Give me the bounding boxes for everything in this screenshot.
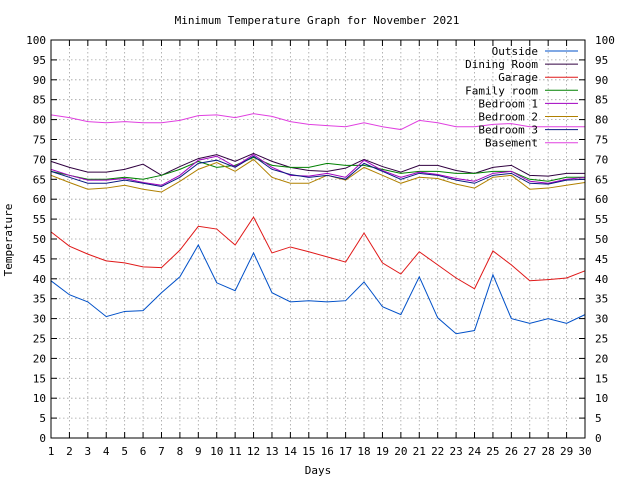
- x-tick-label: 7: [158, 445, 165, 458]
- y-tick-label: 0: [39, 432, 46, 445]
- series-lines: [50, 113, 586, 335]
- y-tick-label-right: 50: [595, 233, 608, 246]
- y-tick-label-right: 55: [595, 213, 608, 226]
- series-line-dining-room: [50, 152, 585, 177]
- y-tick-label: 50: [33, 233, 46, 246]
- y-tick-label-right: 35: [595, 293, 608, 306]
- y-tick-label-right: 5: [595, 412, 602, 425]
- series-line-bedroom-2: [50, 158, 586, 193]
- y-tick-label: 60: [33, 193, 46, 206]
- legend-label: Basement: [485, 137, 538, 150]
- x-tick-label: 12: [247, 445, 260, 458]
- y-tick-label-right: 95: [595, 54, 608, 67]
- x-tick-label: 4: [103, 445, 110, 458]
- y-tick-label: 10: [33, 392, 46, 405]
- y-tick-label: 85: [33, 94, 46, 107]
- legend-label: Family room: [465, 84, 538, 97]
- x-tick-label: 1: [48, 445, 55, 458]
- x-tick-label: 19: [376, 445, 389, 458]
- legend-label: Dining Room: [465, 58, 538, 71]
- y-tick-label-right: 60: [595, 193, 608, 206]
- y-tick-label-right: 20: [595, 352, 608, 365]
- x-tick-label: 10: [210, 445, 223, 458]
- grid: [51, 40, 585, 438]
- y-tick-label-right: 70: [595, 153, 608, 166]
- y-axis-label: Temperature: [2, 204, 15, 277]
- x-tick-label: 25: [486, 445, 499, 458]
- y-tick-label: 70: [33, 153, 46, 166]
- y-tick-label-right: 10: [595, 392, 608, 405]
- x-tick-label: 29: [560, 445, 573, 458]
- legend-label: Bedroom 2: [478, 111, 538, 124]
- y-tick-label: 25: [33, 333, 46, 346]
- y-tick-label-right: 0: [595, 432, 602, 445]
- legend-label: Outside: [492, 45, 538, 58]
- legend-label: Bedroom 1: [478, 97, 538, 110]
- y-tick-label: 5: [39, 412, 46, 425]
- y-tick-label-right: 90: [595, 74, 608, 87]
- x-tick-label: 3: [85, 445, 92, 458]
- x-tick-label: 20: [394, 445, 407, 458]
- x-tick-label: 30: [578, 445, 591, 458]
- x-tick-label: 16: [321, 445, 334, 458]
- x-tick-label: 13: [265, 445, 278, 458]
- y-tick-label: 90: [33, 74, 46, 87]
- x-tick-label: 21: [413, 445, 426, 458]
- y-tick-label-right: 80: [595, 114, 608, 127]
- x-tick-label: 17: [339, 445, 352, 458]
- y-tick-label: 55: [33, 213, 46, 226]
- x-tick-label: 15: [302, 445, 315, 458]
- legend-label: Bedroom 3: [478, 124, 538, 137]
- y-tick-label: 40: [33, 273, 46, 286]
- y-tick-label-right: 30: [595, 313, 608, 326]
- x-tick-label: 26: [505, 445, 518, 458]
- y-tick-label-right: 40: [595, 273, 608, 286]
- x-tick-label: 2: [66, 445, 73, 458]
- y-tick-label-right: 25: [595, 333, 608, 346]
- series-line-bedroom-3: [50, 155, 586, 187]
- x-tick-label: 18: [357, 445, 370, 458]
- plot-frame: [50, 39, 586, 439]
- y-tick-label: 35: [33, 293, 46, 306]
- y-tick-label-right: 75: [595, 134, 608, 147]
- y-tick-label-right: 100: [595, 34, 615, 47]
- x-tick-label: 14: [284, 445, 298, 458]
- x-tick-label: 22: [431, 445, 444, 458]
- y-tick-label-right: 65: [595, 173, 608, 186]
- x-tick-label: 9: [195, 445, 202, 458]
- y-tick-label: 15: [33, 372, 46, 385]
- y-tick-label-right: 85: [595, 94, 608, 107]
- y-tick-label: 80: [33, 114, 46, 127]
- x-tick-label: 6: [140, 445, 147, 458]
- x-tick-label: 24: [468, 445, 482, 458]
- series-line-bedroom-1: [50, 154, 586, 186]
- series-line-garage: [50, 216, 586, 290]
- y-tick-label: 75: [33, 134, 46, 147]
- x-tick-label: 23: [449, 445, 462, 458]
- x-tick-label: 11: [229, 445, 242, 458]
- x-tick-label: 5: [121, 445, 128, 458]
- y-tick-label: 65: [33, 173, 46, 186]
- x-tick-label: 28: [542, 445, 555, 458]
- series-line-basement: [50, 113, 585, 131]
- x-axis-label: Days: [305, 464, 332, 477]
- legend-label: Garage: [498, 71, 538, 84]
- series-line-family-room: [50, 156, 585, 182]
- y-tick-label-right: 15: [595, 372, 608, 385]
- chart-title: Minimum Temperature Graph for November 2…: [175, 14, 460, 27]
- series-line-outside: [50, 243, 586, 335]
- y-tick-label: 45: [33, 253, 46, 266]
- y-tick-label: 20: [33, 352, 46, 365]
- y-tick-label: 30: [33, 313, 46, 326]
- y-tick-label: 95: [33, 54, 46, 67]
- x-tick-label: 27: [523, 445, 536, 458]
- y-tick-label: 100: [26, 34, 46, 47]
- y-tick-label-right: 45: [595, 253, 608, 266]
- x-tick-label: 8: [177, 445, 184, 458]
